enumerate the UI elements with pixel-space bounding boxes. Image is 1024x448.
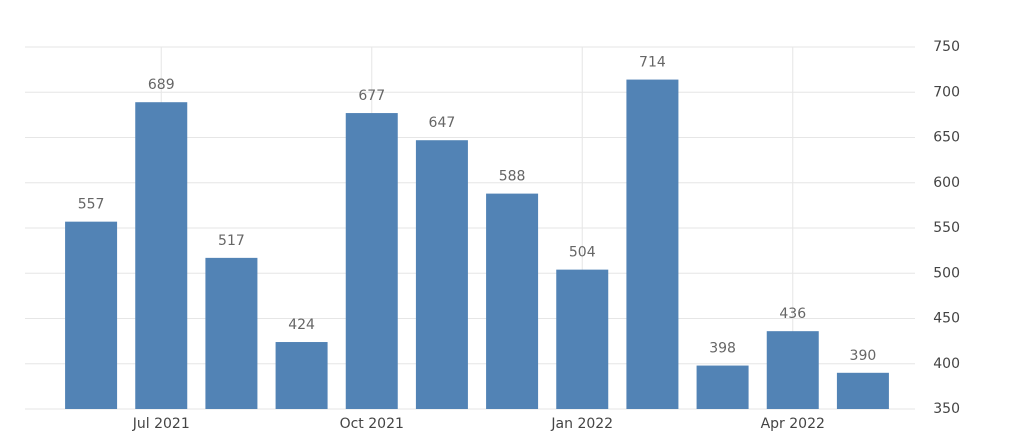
value-label: 647	[429, 115, 456, 131]
x-tick-label: Jul 2021	[132, 416, 190, 432]
value-label: 689	[148, 77, 175, 93]
y-tick-label: 350	[933, 401, 960, 417]
value-label: 517	[218, 233, 245, 249]
value-label: 390	[850, 348, 877, 364]
bar	[696, 365, 749, 409]
value-label: 436	[779, 306, 806, 322]
x-tick-label: Apr 2022	[761, 416, 825, 432]
y-tick-label: 700	[933, 84, 960, 100]
bar	[626, 79, 679, 409]
x-tick-label: Oct 2021	[340, 416, 404, 432]
bar	[766, 331, 819, 409]
y-tick-label: 650	[933, 130, 960, 146]
y-tick-label: 500	[933, 265, 960, 281]
bar	[345, 113, 398, 409]
value-label: 398	[709, 341, 736, 357]
value-label: 588	[499, 169, 526, 185]
x-tick-label: Jan 2022	[550, 416, 613, 432]
value-label: 424	[288, 317, 315, 333]
value-label: 714	[639, 55, 666, 71]
bar	[205, 257, 258, 409]
bar	[415, 140, 468, 409]
bar	[486, 193, 539, 409]
bar	[65, 221, 118, 409]
bar	[135, 102, 188, 409]
bar	[556, 269, 609, 409]
value-label: 677	[358, 88, 385, 104]
y-tick-label: 450	[933, 311, 960, 327]
y-tick-label: 600	[933, 175, 960, 191]
value-label: 557	[78, 197, 105, 213]
y-tick-label: 750	[933, 39, 960, 55]
y-tick-label: 550	[933, 220, 960, 236]
y-tick-label: 400	[933, 356, 960, 372]
bar	[836, 372, 889, 409]
value-label: 504	[569, 245, 596, 261]
bar	[275, 342, 328, 409]
